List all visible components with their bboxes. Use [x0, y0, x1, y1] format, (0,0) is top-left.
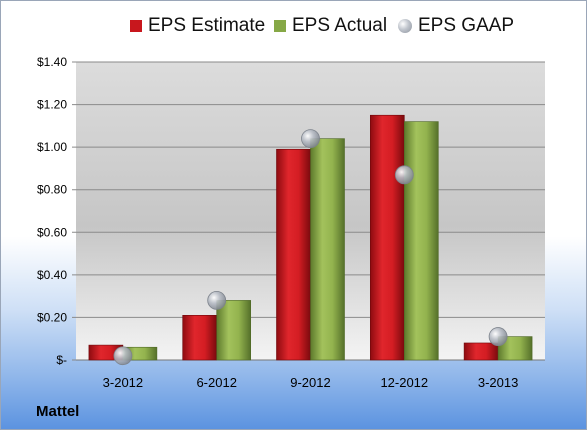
bar-eps-actual [216, 300, 251, 361]
bar-eps-estimate [276, 148, 311, 361]
y-tick-label: $1.40 [37, 55, 67, 69]
bar-eps-estimate [182, 314, 217, 361]
bars [88, 114, 533, 361]
legend-swatch-estimate [130, 20, 142, 32]
legend-item-eps-estimate: EPS Estimate [130, 15, 265, 37]
x-tick-label: 9-2012 [290, 375, 330, 390]
marker-eps-gaap [207, 290, 227, 310]
legend-label-estimate: EPS Estimate [148, 15, 266, 36]
bar-eps-actual [310, 138, 345, 361]
legend: EPS Estimate EPS Actual EPS GAAP [1, 15, 586, 45]
bar-eps-estimate [369, 114, 405, 361]
company-name: Mattel [36, 403, 80, 420]
y-tick-label: $0.40 [37, 268, 67, 282]
x-tick-label: 3-2012 [103, 375, 143, 390]
bar-eps-actual [497, 336, 533, 361]
y-tick-label: $0.60 [37, 225, 67, 239]
legend-label-gaap: EPS GAAP [418, 15, 515, 36]
marker-eps-gaap [394, 165, 414, 185]
x-tick-label: 6-2012 [196, 375, 236, 390]
legend-item-eps-actual: EPS Actual [274, 15, 387, 37]
legend-label-actual: EPS Actual [292, 15, 388, 36]
y-tick-label: $1.00 [37, 140, 67, 154]
y-tick-label: $1.20 [37, 98, 67, 112]
legend-marker-gaap [398, 19, 412, 33]
gaap-markers [113, 129, 508, 366]
x-axis-labels: 3-2012 6-2012 9-2012 12-2012 3-2013 [103, 375, 519, 390]
bar-eps-actual [403, 121, 439, 361]
legend-item-eps-gaap: EPS GAAP [398, 15, 514, 37]
marker-eps-gaap [488, 327, 508, 346]
x-tick-label: 3-2013 [478, 375, 518, 390]
marker-eps-gaap [113, 346, 133, 366]
legend-swatch-actual [274, 20, 286, 32]
y-tick-label: $- [56, 353, 67, 367]
y-axis-labels: $- $0.20 $0.40 $0.60 $0.80 $1.00 $1.20 $1.40 [37, 55, 67, 367]
marker-eps-gaap [301, 129, 320, 149]
y-tick-label: $0.20 [37, 310, 67, 324]
bar-eps-estimate [463, 342, 499, 361]
y-tick-label: $0.80 [37, 183, 67, 197]
x-tick-label: 12-2012 [380, 375, 428, 390]
